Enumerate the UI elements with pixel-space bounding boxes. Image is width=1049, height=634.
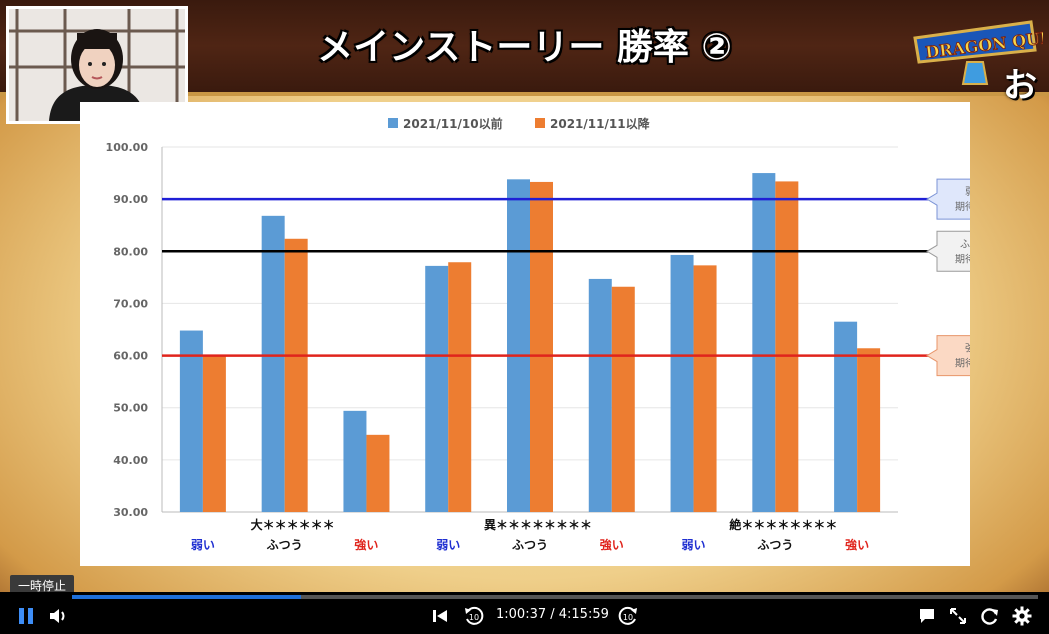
reference-callout xyxy=(926,230,970,272)
bar-after xyxy=(284,238,308,512)
slide-title: メインストーリー 勝率 ② xyxy=(317,27,732,68)
bar-after xyxy=(448,262,472,512)
svg-text:10: 10 xyxy=(469,613,479,622)
x-tick-label: ふつう xyxy=(512,538,548,552)
bar-before xyxy=(752,173,776,513)
y-tick-label: 40.00 xyxy=(113,454,148,467)
bar-after xyxy=(530,181,553,512)
bar-chart: 2021/11/10以前 2021/11/11以降 100.00 90.00 80.00… xyxy=(106,116,970,552)
rewind-10-icon[interactable]: 10 xyxy=(463,605,485,627)
pause-tooltip: 一時停止 xyxy=(10,575,75,597)
y-tick-label: 100.00 xyxy=(106,141,149,154)
chart-panel: 2021/11/10以前 2021/11/11以降 100.00 90.00 80.00… xyxy=(80,102,970,566)
bar-before xyxy=(179,330,203,512)
player-controls: 10 1:00:37 / 4:15:59 10 xyxy=(0,592,1049,634)
x-tick-label: ふつう xyxy=(757,538,793,552)
progress-fill xyxy=(72,595,301,599)
chat-icon[interactable] xyxy=(918,607,936,625)
legend-label-0: 2021/11/10以前 xyxy=(403,116,503,131)
previous-icon[interactable] xyxy=(430,607,450,625)
x-tick-label: 強い xyxy=(600,537,624,552)
refresh-icon[interactable] xyxy=(980,606,1000,626)
fullscreen-icon[interactable] xyxy=(948,606,968,626)
bar-before xyxy=(507,179,530,512)
reference-label: 弱い xyxy=(965,186,970,198)
reference-label: ふつう xyxy=(960,238,970,250)
corner-caption: お xyxy=(1003,66,1037,106)
game-logo: DRAGON QUEST X xyxy=(905,10,1049,90)
legend-swatch-1 xyxy=(535,118,545,128)
svg-text:10: 10 xyxy=(623,613,633,622)
reference-label: 期待勝率 xyxy=(955,200,970,213)
bar-after xyxy=(202,355,226,512)
y-tick-label: 70.00 xyxy=(113,297,148,310)
group-label: 大＊＊＊＊＊＊ xyxy=(251,517,335,532)
x-tick-label: 弱い xyxy=(436,537,460,552)
bar-before xyxy=(588,278,612,512)
y-tick-label: 80.00 xyxy=(113,245,148,258)
bar-after xyxy=(693,265,717,512)
bar-before xyxy=(425,265,449,512)
x-tick-label: 弱い xyxy=(191,537,215,552)
video-frame[interactable]: メインストーリー 勝率 ② DRAGON QUEST X お 202 xyxy=(0,0,1049,592)
reference-label: 強い xyxy=(965,342,970,355)
bar-before xyxy=(343,410,367,512)
progress-bar[interactable] xyxy=(72,595,1038,599)
x-tick-label: 強い xyxy=(354,537,378,552)
reference-callout xyxy=(926,178,970,220)
forward-10-icon[interactable]: 10 xyxy=(617,605,639,627)
y-tick-label: 60.00 xyxy=(113,350,148,363)
settings-icon[interactable] xyxy=(1012,606,1032,626)
x-tick-label: 弱い xyxy=(682,537,706,552)
bar-before xyxy=(834,321,858,512)
volume-icon[interactable] xyxy=(48,606,70,626)
time-display: 1:00:37 / 4:15:59 xyxy=(496,607,609,622)
legend-swatch-0 xyxy=(388,118,398,128)
reference-label: 期待勝率 xyxy=(955,357,970,370)
y-tick-label: 30.00 xyxy=(113,506,148,519)
y-tick-label: 50.00 xyxy=(113,402,148,415)
y-tick-label: 90.00 xyxy=(113,193,148,206)
reference-label: 期待勝率 xyxy=(955,252,970,265)
bar-before xyxy=(261,215,285,512)
legend-label-1: 2021/11/11以降 xyxy=(550,116,651,131)
bar-after xyxy=(857,348,881,512)
bar-after xyxy=(611,286,635,512)
group-label: 異＊＊＊＊＊＊＊＊ xyxy=(484,518,592,532)
bar-after xyxy=(775,181,799,512)
reference-callout xyxy=(926,335,970,377)
pause-icon[interactable] xyxy=(16,606,36,626)
group-label: 絶＊＊＊＊＊＊＊＊ xyxy=(729,517,837,532)
bar-before xyxy=(670,254,694,512)
x-tick-label: ふつう xyxy=(267,538,303,552)
x-tick-label: 強い xyxy=(845,537,869,552)
bar-after xyxy=(366,434,390,512)
